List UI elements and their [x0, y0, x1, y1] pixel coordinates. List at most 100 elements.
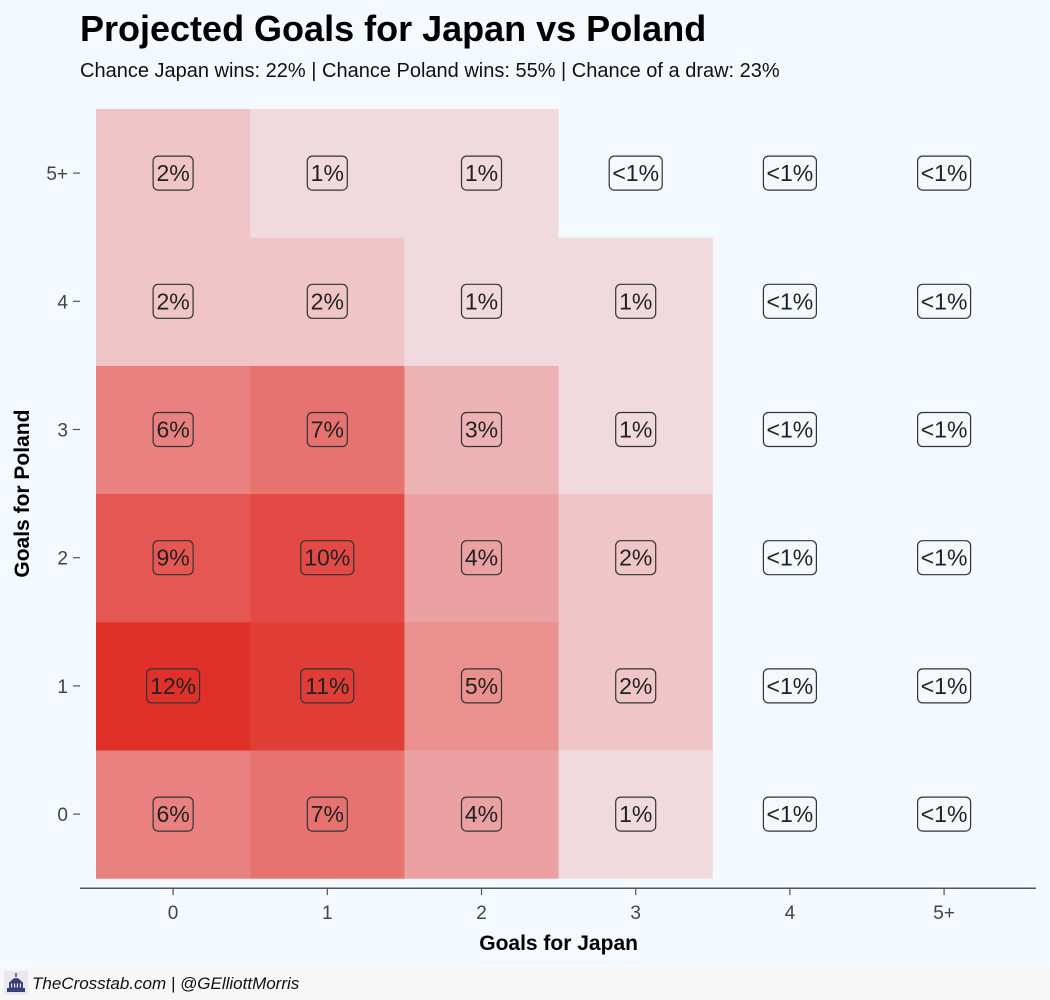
cell-label: <1% — [921, 160, 968, 186]
heatmap-cell — [712, 493, 868, 623]
heatmap-cell — [250, 237, 405, 366]
cell-label: 6% — [156, 801, 189, 827]
cell-label-box — [762, 668, 818, 704]
y-tick-label: 0 — [57, 805, 68, 826]
footer-credit: TheCrosstab.com | @GElliottMorris — [32, 974, 300, 993]
heatmap-cell — [712, 621, 868, 751]
cell-label: <1% — [921, 801, 968, 827]
cell-label: <1% — [767, 545, 814, 571]
cell-label-box — [762, 283, 818, 319]
cell-label-box — [608, 155, 663, 191]
heatmap-cell — [404, 750, 560, 879]
y-tick-label: 3 — [57, 421, 68, 442]
cell-label: 1% — [465, 160, 498, 186]
heatmap-cell — [712, 365, 868, 495]
cell-label-box — [460, 540, 503, 576]
cell-label-box — [615, 796, 657, 832]
cell-label: 7% — [311, 801, 344, 827]
heatmap-cell — [404, 365, 560, 495]
cell-label-box — [615, 283, 657, 319]
chart-subtitle: Chance Japan wins: 22% | Chance Poland w… — [80, 60, 780, 82]
cell-label-box — [615, 411, 657, 448]
cell-label-box — [306, 796, 348, 832]
heatmap-cell — [250, 109, 405, 238]
cell-label: 2% — [156, 160, 189, 186]
x-axis-title: Goals for Japan — [479, 932, 638, 955]
heatmap-cell — [250, 493, 405, 623]
heatmap-cell — [867, 365, 1022, 495]
cell-label-box — [916, 540, 972, 576]
cell-label: 2% — [311, 288, 344, 314]
cell-label-box — [762, 155, 818, 191]
x-tick-label: 5+ — [933, 903, 955, 924]
cell-label: <1% — [767, 417, 814, 443]
cell-label: 2% — [156, 288, 189, 314]
heatmap-cell — [404, 237, 560, 366]
x-tick-label: 4 — [785, 903, 796, 924]
y-axis-title: Goals for Poland — [11, 410, 34, 578]
x-tick-label: 1 — [322, 903, 333, 924]
heatmap-cell — [96, 750, 251, 879]
cell-label-box — [146, 668, 201, 704]
cell-label: 12% — [150, 673, 196, 699]
heatmap-chart: 6% 7% 4% 1% <1% <1%12% 11% 5% 2% <1% <1%9% 10% 4% 2% <… — [11, 109, 1036, 955]
heatmap-cell — [712, 750, 868, 879]
cell-label-box — [916, 796, 972, 832]
chart-title: Projected Goals for Japan vs Poland — [80, 8, 707, 49]
cell-label-box — [460, 411, 503, 448]
x-tick-label: 2 — [476, 903, 487, 924]
cell-label: 3% — [465, 417, 498, 443]
heatmap-cell — [558, 621, 714, 751]
heatmap-cell — [712, 237, 868, 366]
cell-label: 1% — [465, 288, 498, 314]
cell-label-box — [916, 283, 972, 319]
heatmap-cell — [96, 621, 251, 751]
footer: TheCrosstab.com | @GElliottMorris — [0, 968, 1050, 1000]
y-tick-label: 5+ — [46, 164, 68, 185]
heatmap-cell — [712, 109, 868, 238]
cell-label: 1% — [619, 417, 652, 443]
heatmap-cell — [96, 365, 251, 495]
cell-label: <1% — [612, 160, 659, 186]
heatmap-cell — [558, 109, 714, 238]
y-tick-label: 4 — [57, 292, 68, 313]
heatmap-cell — [250, 750, 405, 879]
heatmap-cell — [250, 365, 405, 495]
cell-label-box — [916, 155, 972, 191]
x-tick-label: 0 — [168, 903, 179, 924]
y-tick-label: 1 — [57, 677, 68, 698]
cell-label: 4% — [465, 545, 498, 571]
heatmap-cell — [867, 750, 1022, 879]
cell-label: 10% — [304, 545, 350, 571]
cell-label: 1% — [619, 288, 652, 314]
cell-label-box — [152, 283, 194, 319]
heatmap-cell — [558, 493, 714, 623]
cell-label-box — [152, 155, 194, 191]
cell-label: 4% — [465, 801, 498, 827]
cell-label: 1% — [311, 160, 344, 186]
cell-label: <1% — [921, 673, 968, 699]
cell-label-box — [916, 411, 972, 448]
cell-label-box — [152, 796, 194, 832]
cell-label: 5% — [465, 673, 498, 699]
cell-label-box — [460, 668, 503, 704]
cell-label: 6% — [156, 417, 189, 443]
capitol-logo-icon — [4, 971, 28, 995]
cell-label-box — [306, 155, 348, 191]
x-tick-label: 3 — [630, 903, 641, 924]
cell-label-box — [152, 540, 194, 576]
cell-label: 9% — [156, 545, 189, 571]
cell-label: <1% — [921, 545, 968, 571]
heatmap-cell — [867, 621, 1022, 751]
cell-label: <1% — [767, 288, 814, 314]
heatmap-cell — [404, 109, 560, 238]
heatmap-cell — [558, 750, 714, 879]
cell-label: <1% — [767, 801, 814, 827]
cell-label-box — [460, 796, 503, 832]
cell-label-box — [615, 540, 657, 576]
cell-label: 2% — [619, 545, 652, 571]
cell-label-box — [306, 283, 348, 319]
heatmap-cell — [404, 493, 560, 623]
cell-label: 11% — [305, 673, 349, 699]
cell-label: <1% — [767, 160, 814, 186]
